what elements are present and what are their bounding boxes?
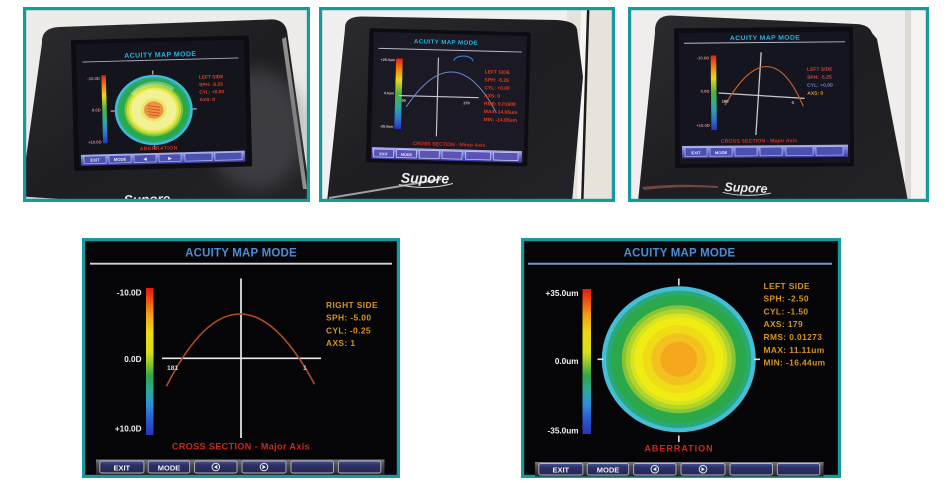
svg-text:AXS: 0: AXS: 0 (484, 93, 500, 99)
svg-text:EXIT: EXIT (90, 157, 100, 162)
svg-text:RMS: 0.01273: RMS: 0.01273 (764, 332, 823, 342)
svg-text:RIGHT SIDE: RIGHT SIDE (326, 300, 378, 310)
svg-text:LEFT SIDE: LEFT SIDE (199, 74, 224, 81)
svg-text:EXIT: EXIT (691, 150, 701, 155)
svg-text:SPH: -5.00: SPH: -5.00 (326, 313, 371, 323)
svg-text:0.0D: 0.0D (92, 107, 101, 112)
svg-text:CROSS SECTION - Major Axis: CROSS SECTION - Major Axis (172, 442, 310, 452)
svg-text:CYL: -0.25: CYL: -0.25 (326, 325, 371, 335)
svg-text:1: 1 (303, 365, 307, 372)
svg-text:+25.0um: +25.0um (381, 58, 396, 62)
svg-text:90: 90 (402, 99, 406, 103)
svg-text:MAX: 11.11um: MAX: 11.11um (764, 345, 825, 355)
svg-text:ACUITY MAP MODE: ACUITY MAP MODE (414, 38, 478, 47)
svg-text:CYL: -1.50: CYL: -1.50 (764, 306, 809, 316)
svg-text:MAX: 14.66um: MAX: 14.66um (484, 109, 518, 116)
svg-text:ACUITY MAP MODE: ACUITY MAP MODE (124, 51, 196, 60)
svg-text:180: 180 (722, 99, 730, 104)
svg-text:AXS: 0: AXS: 0 (807, 91, 823, 97)
svg-text:-25.0um: -25.0um (380, 125, 394, 129)
svg-text:AXS: 0: AXS: 0 (199, 97, 215, 103)
svg-text:LEFT SIDE: LEFT SIDE (764, 281, 810, 291)
svg-text:+10.0D: +10.0D (696, 123, 710, 128)
svg-text:MODE: MODE (158, 463, 181, 472)
svg-text:Supore: Supore (123, 191, 170, 202)
svg-text:▶: ▶ (167, 156, 172, 161)
svg-text:-10.0D: -10.0D (117, 289, 142, 298)
svg-text:◀: ◀ (142, 156, 147, 161)
svg-text:ACUITY MAP MODE: ACUITY MAP MODE (624, 248, 736, 260)
svg-text:CYL: +0.00: CYL: +0.00 (484, 85, 510, 92)
svg-text:Supore: Supore (724, 180, 768, 196)
svg-text:+10.0D: +10.0D (88, 139, 102, 144)
svg-text:CYL: +0.00: CYL: +0.00 (807, 83, 833, 89)
svg-text:EXIT: EXIT (379, 152, 388, 156)
svg-text:EXIT: EXIT (552, 466, 569, 475)
svg-text:AXS: 179: AXS: 179 (764, 319, 804, 329)
svg-text:ABERRATION: ABERRATION (644, 444, 713, 454)
svg-text:ACUITY MAP MODE: ACUITY MAP MODE (730, 35, 801, 42)
svg-text:MODE: MODE (401, 153, 413, 157)
svg-text:0.0um: 0.0um (555, 357, 579, 366)
svg-text:CROSS SECTION - Major Axis: CROSS SECTION - Major Axis (721, 138, 797, 145)
svg-text:-35.0um: -35.0um (548, 427, 579, 436)
svg-text:MIN: -14.85um: MIN: -14.85um (483, 117, 517, 124)
svg-text:CROSS SECTION - Minor Axis: CROSS SECTION - Minor Axis (412, 141, 485, 149)
svg-text:MODE: MODE (114, 157, 127, 162)
svg-text:-10.0D: -10.0D (87, 76, 100, 81)
svg-text:AXS: 1: AXS: 1 (326, 338, 355, 348)
svg-text:0.0D: 0.0D (124, 355, 141, 364)
svg-text:MODE: MODE (715, 150, 728, 155)
svg-text:+10.0D: +10.0D (115, 425, 142, 434)
svg-text:LEFT SIDE: LEFT SIDE (807, 67, 833, 73)
svg-text:181: 181 (167, 365, 179, 372)
svg-text:MODE: MODE (597, 466, 620, 475)
svg-text:270: 270 (463, 101, 469, 105)
svg-text:0.0D: 0.0D (701, 89, 710, 94)
svg-text:0.0um: 0.0um (384, 91, 395, 95)
svg-text:MIN: -16.44um: MIN: -16.44um (764, 358, 826, 368)
svg-text:RMS: 0.01900: RMS: 0.01900 (484, 101, 516, 108)
svg-text:SPH: -5.25: SPH: -5.25 (807, 75, 832, 81)
svg-text:EXIT: EXIT (113, 463, 130, 472)
svg-text:CYL: +0.00: CYL: +0.00 (199, 89, 224, 96)
svg-text:ACUITY MAP MODE: ACUITY MAP MODE (185, 248, 297, 260)
svg-text:LEFT SIDE: LEFT SIDE (485, 69, 511, 76)
svg-text:SPH: -5.25: SPH: -5.25 (485, 77, 510, 84)
svg-text:SPH: -2.50: SPH: -2.50 (764, 294, 809, 304)
svg-text:SPH: -5.25: SPH: -5.25 (199, 82, 223, 89)
svg-text:-10.0D: -10.0D (697, 55, 710, 60)
svg-text:ABERRATION: ABERRATION (140, 145, 178, 152)
svg-text:+35.0um: +35.0um (546, 289, 579, 298)
svg-text:Supore: Supore (401, 170, 450, 187)
svg-text:0: 0 (792, 100, 795, 105)
